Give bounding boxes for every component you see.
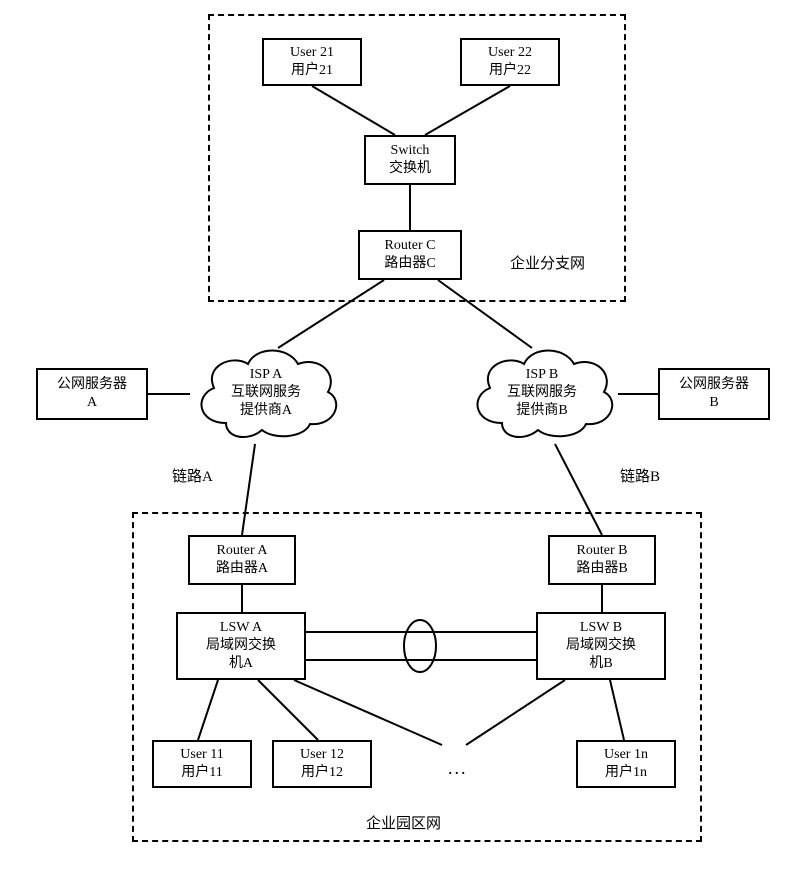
server-b-line1: 公网服务器 [679, 376, 749, 394]
isp-b-cloud: ISP B 互联网服务 提供商B [462, 338, 622, 448]
lsw-b-line2: 局域网交换 [566, 637, 636, 655]
router-c-line1: Router C [385, 237, 436, 255]
user12-line2: 用户12 [301, 764, 343, 782]
isp-a-line2: 互联网服务 [231, 384, 301, 402]
link-b-label: 链路B [620, 465, 660, 486]
branch-label: 企业分支网 [510, 252, 585, 273]
isp-a-line1: ISP A [250, 366, 283, 384]
lsw-a-node: LSW A 局域网交换 机A [176, 612, 306, 680]
lsw-a-line2: 局域网交换 [206, 637, 276, 655]
router-b-line2: 路由器B [576, 560, 627, 578]
isp-b-line3: 提供商B [516, 402, 567, 420]
lsw-a-line1: LSW A [220, 619, 262, 637]
lsw-b-line3: 机B [589, 655, 612, 673]
user21-line1: User 21 [290, 44, 334, 62]
user11-line2: 用户11 [181, 764, 222, 782]
user11-line1: User 11 [180, 746, 223, 764]
switch-node: Switch 交换机 [364, 135, 456, 185]
server-b-node: 公网服务器 B [658, 368, 770, 420]
router-c-line2: 路由器C [384, 255, 435, 273]
user22-node: User 22 用户22 [460, 38, 560, 86]
router-a-line1: Router A [217, 542, 268, 560]
lsw-b-node: LSW B 局域网交换 机B [536, 612, 666, 680]
server-a-line2: A [87, 394, 97, 412]
server-a-node: 公网服务器 A [36, 368, 148, 420]
diagram-canvas: ISP A 互联网服务 提供商A ISP B 互联网服务 提供商B User 2… [0, 0, 800, 871]
router-c-node: Router C 路由器C [358, 230, 462, 280]
user1n-node: User 1n 用户1n [576, 740, 676, 788]
lsw-b-line1: LSW B [580, 619, 622, 637]
server-b-line2: B [709, 394, 718, 412]
isp-a-line3: 提供商A [240, 402, 292, 420]
user1n-line1: User 1n [604, 746, 648, 764]
switch-line1: Switch [391, 142, 430, 160]
router-b-node: Router B 路由器B [548, 535, 656, 585]
user12-node: User 12 用户12 [272, 740, 372, 788]
user21-line2: 用户21 [291, 62, 333, 80]
switch-line2: 交换机 [389, 160, 431, 178]
user1n-line2: 用户1n [605, 764, 647, 782]
ellipsis-dots: ... [448, 758, 468, 779]
link-a-label: 链路A [172, 465, 213, 486]
router-b-line1: Router B [577, 542, 628, 560]
server-a-line1: 公网服务器 [57, 376, 127, 394]
isp-b-line1: ISP B [526, 366, 559, 384]
user22-line1: User 22 [488, 44, 532, 62]
user21-node: User 21 用户21 [262, 38, 362, 86]
lsw-a-line3: 机A [229, 655, 253, 673]
isp-a-cloud: ISP A 互联网服务 提供商A [186, 338, 346, 448]
user22-line2: 用户22 [489, 62, 531, 80]
isp-b-line2: 互联网服务 [507, 384, 577, 402]
user11-node: User 11 用户11 [152, 740, 252, 788]
campus-label: 企业园区网 [366, 812, 441, 833]
router-a-line2: 路由器A [216, 560, 268, 578]
user12-line1: User 12 [300, 746, 344, 764]
router-a-node: Router A 路由器A [188, 535, 296, 585]
